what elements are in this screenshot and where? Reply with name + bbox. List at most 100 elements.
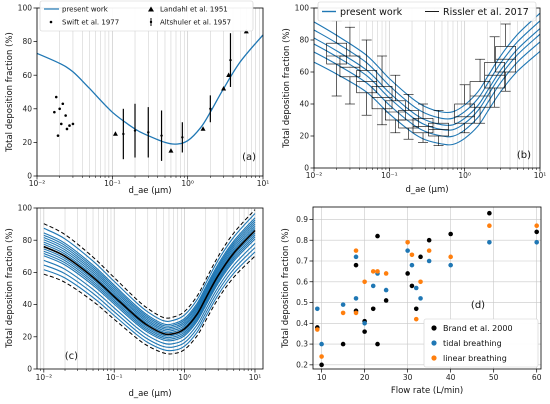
- y-tick-label: 100: [18, 204, 33, 213]
- panel-a-ticks: 10⁻² 10⁻¹ 10⁰ 10¹ 0 20 40 60 80 100: [18, 4, 270, 188]
- x-tick-label: 10: [317, 373, 327, 382]
- landahl-point: [168, 148, 174, 153]
- y-tick-label: 40: [22, 300, 32, 309]
- legend-landahl: Landahl et al. 1951: [160, 6, 228, 14]
- legend-dot-icon: [49, 20, 53, 24]
- panel-a-grid: [36, 8, 264, 176]
- scatter-point: [418, 279, 423, 285]
- scatter-point: [405, 240, 410, 245]
- x-tick-label: 10⁰: [178, 373, 191, 382]
- panel-a-label: (a): [242, 152, 256, 163]
- scatter-point: [383, 287, 389, 293]
- swift-point: [71, 122, 75, 126]
- x-tick-label: 10¹: [257, 179, 270, 188]
- swift-point: [53, 110, 56, 114]
- present-work-curve: [43, 251, 256, 352]
- y-tick-label: 100: [18, 4, 33, 13]
- x-tick-label: 10⁻¹: [104, 179, 121, 188]
- altshuler-point: [160, 134, 163, 137]
- scatter-point: [362, 321, 367, 326]
- scatter-point: [315, 327, 320, 332]
- scatter-point: [409, 283, 415, 289]
- panel-d-ylabel: Total deposition fraction (%): [281, 228, 291, 349]
- swift-point: [65, 127, 69, 131]
- scatter-point: [534, 223, 539, 228]
- box-body: [454, 103, 475, 124]
- scatter-point: [534, 229, 539, 235]
- panel-c-frame: [36, 207, 264, 370]
- present-work-curve: [313, 41, 541, 138]
- y-tick-label: 40: [22, 104, 32, 113]
- present-work-curve: [43, 213, 256, 322]
- scatter-point: [383, 271, 389, 276]
- present-work-line: [36, 34, 264, 145]
- scatter-point: [405, 248, 410, 253]
- x-tick-label: 10⁻²: [36, 373, 53, 382]
- landahl-point: [200, 126, 206, 131]
- y-tick-label: 0.4: [296, 319, 308, 328]
- legend-present-work: present work: [340, 7, 403, 18]
- box-body: [469, 81, 491, 108]
- present-work-curve: [43, 236, 256, 340]
- y-tick-label: 0.9: [296, 215, 308, 224]
- scatter-point: [487, 223, 492, 228]
- y-tick-label: 0.3: [296, 340, 308, 349]
- scatter-point: [375, 341, 380, 347]
- y-tick-label: 0: [27, 365, 32, 374]
- scatter-point: [487, 210, 492, 216]
- legend-triangle-icon: [148, 6, 154, 12]
- scatter-point: [353, 262, 359, 268]
- y-tick-label: 60: [299, 68, 309, 77]
- panel-b-data: [313, 12, 541, 146]
- landahl-point: [221, 85, 227, 91]
- present-work-curve: [313, 50, 541, 146]
- box-body: [339, 55, 361, 78]
- y-tick-label: 0.2: [296, 360, 308, 369]
- y-tick-label: 0.6: [296, 277, 308, 286]
- present-work-curve: [43, 221, 256, 329]
- panel-d-legend-box: [423, 318, 539, 368]
- x-tick-label: 10¹: [249, 373, 262, 382]
- panel-b-xlabel: d_ae (μm): [405, 185, 448, 195]
- panel-d-frame: [312, 206, 542, 370]
- panel-c: 10⁻² 10⁻¹ 10⁰ 10¹ 0 20 40 60 80 100 d_ae (μm) Tot…: [5, 204, 264, 399]
- x-tick-label: 60: [532, 373, 542, 382]
- panel-b: 10⁻² 10⁻¹ 10⁰ 10¹ 0 20 40 60 80 100 d_ae (μm) Tot…: [282, 1, 547, 195]
- scatter-point: [426, 258, 432, 264]
- present-work-curve: [43, 223, 256, 331]
- scatter-point: [413, 285, 419, 291]
- panel-c-ylabel: Total deposition fraction (%): [5, 228, 15, 349]
- present-work-curve: [313, 33, 541, 131]
- x-tick-label: 10⁻²: [29, 179, 46, 188]
- scatter-point: [448, 231, 453, 237]
- altshuler-point: [147, 131, 150, 134]
- scatter-point: [353, 248, 359, 253]
- x-tick-label: 30: [403, 373, 413, 382]
- present-work-curve: [43, 247, 256, 348]
- landahl-point: [112, 131, 118, 136]
- altshuler-point: [181, 136, 184, 139]
- swift-point: [56, 134, 60, 137]
- scatter-point: [487, 240, 492, 245]
- x-tick-label: 50: [489, 373, 499, 382]
- panel-b-label: (b): [517, 150, 531, 161]
- panel-c-xlabel: d_ae (μm): [128, 389, 171, 399]
- scatter-point: [319, 341, 324, 347]
- scatter-point: [418, 254, 423, 260]
- scatter-point: [375, 269, 380, 274]
- panel-b-ticks: 10⁻² 10⁻¹ 10⁰ 10¹ 0 20 40 60 80 100: [295, 4, 547, 180]
- panel-b-ylabel: Total deposition fraction (%): [282, 28, 292, 149]
- scatter-point: [353, 296, 359, 301]
- y-tick-label: 100: [295, 4, 310, 13]
- panel-a-frame: [36, 7, 264, 177]
- scatter-point: [370, 306, 376, 312]
- present-work-curve: [43, 234, 256, 339]
- scatter-point: [340, 310, 346, 316]
- x-tick-label: 10⁰: [458, 171, 471, 180]
- panel-d-legend: Brand et al. 2000 tidal breathing linear…: [423, 318, 539, 368]
- panel-c-ticks: 10⁻² 10⁻¹ 10⁰ 10¹ 0 20 40 60 80 100: [18, 204, 262, 382]
- panel-d-data: [315, 210, 539, 368]
- panel-a-legend-box: [39, 0, 254, 32]
- y-tick-label: 0.5: [296, 298, 308, 307]
